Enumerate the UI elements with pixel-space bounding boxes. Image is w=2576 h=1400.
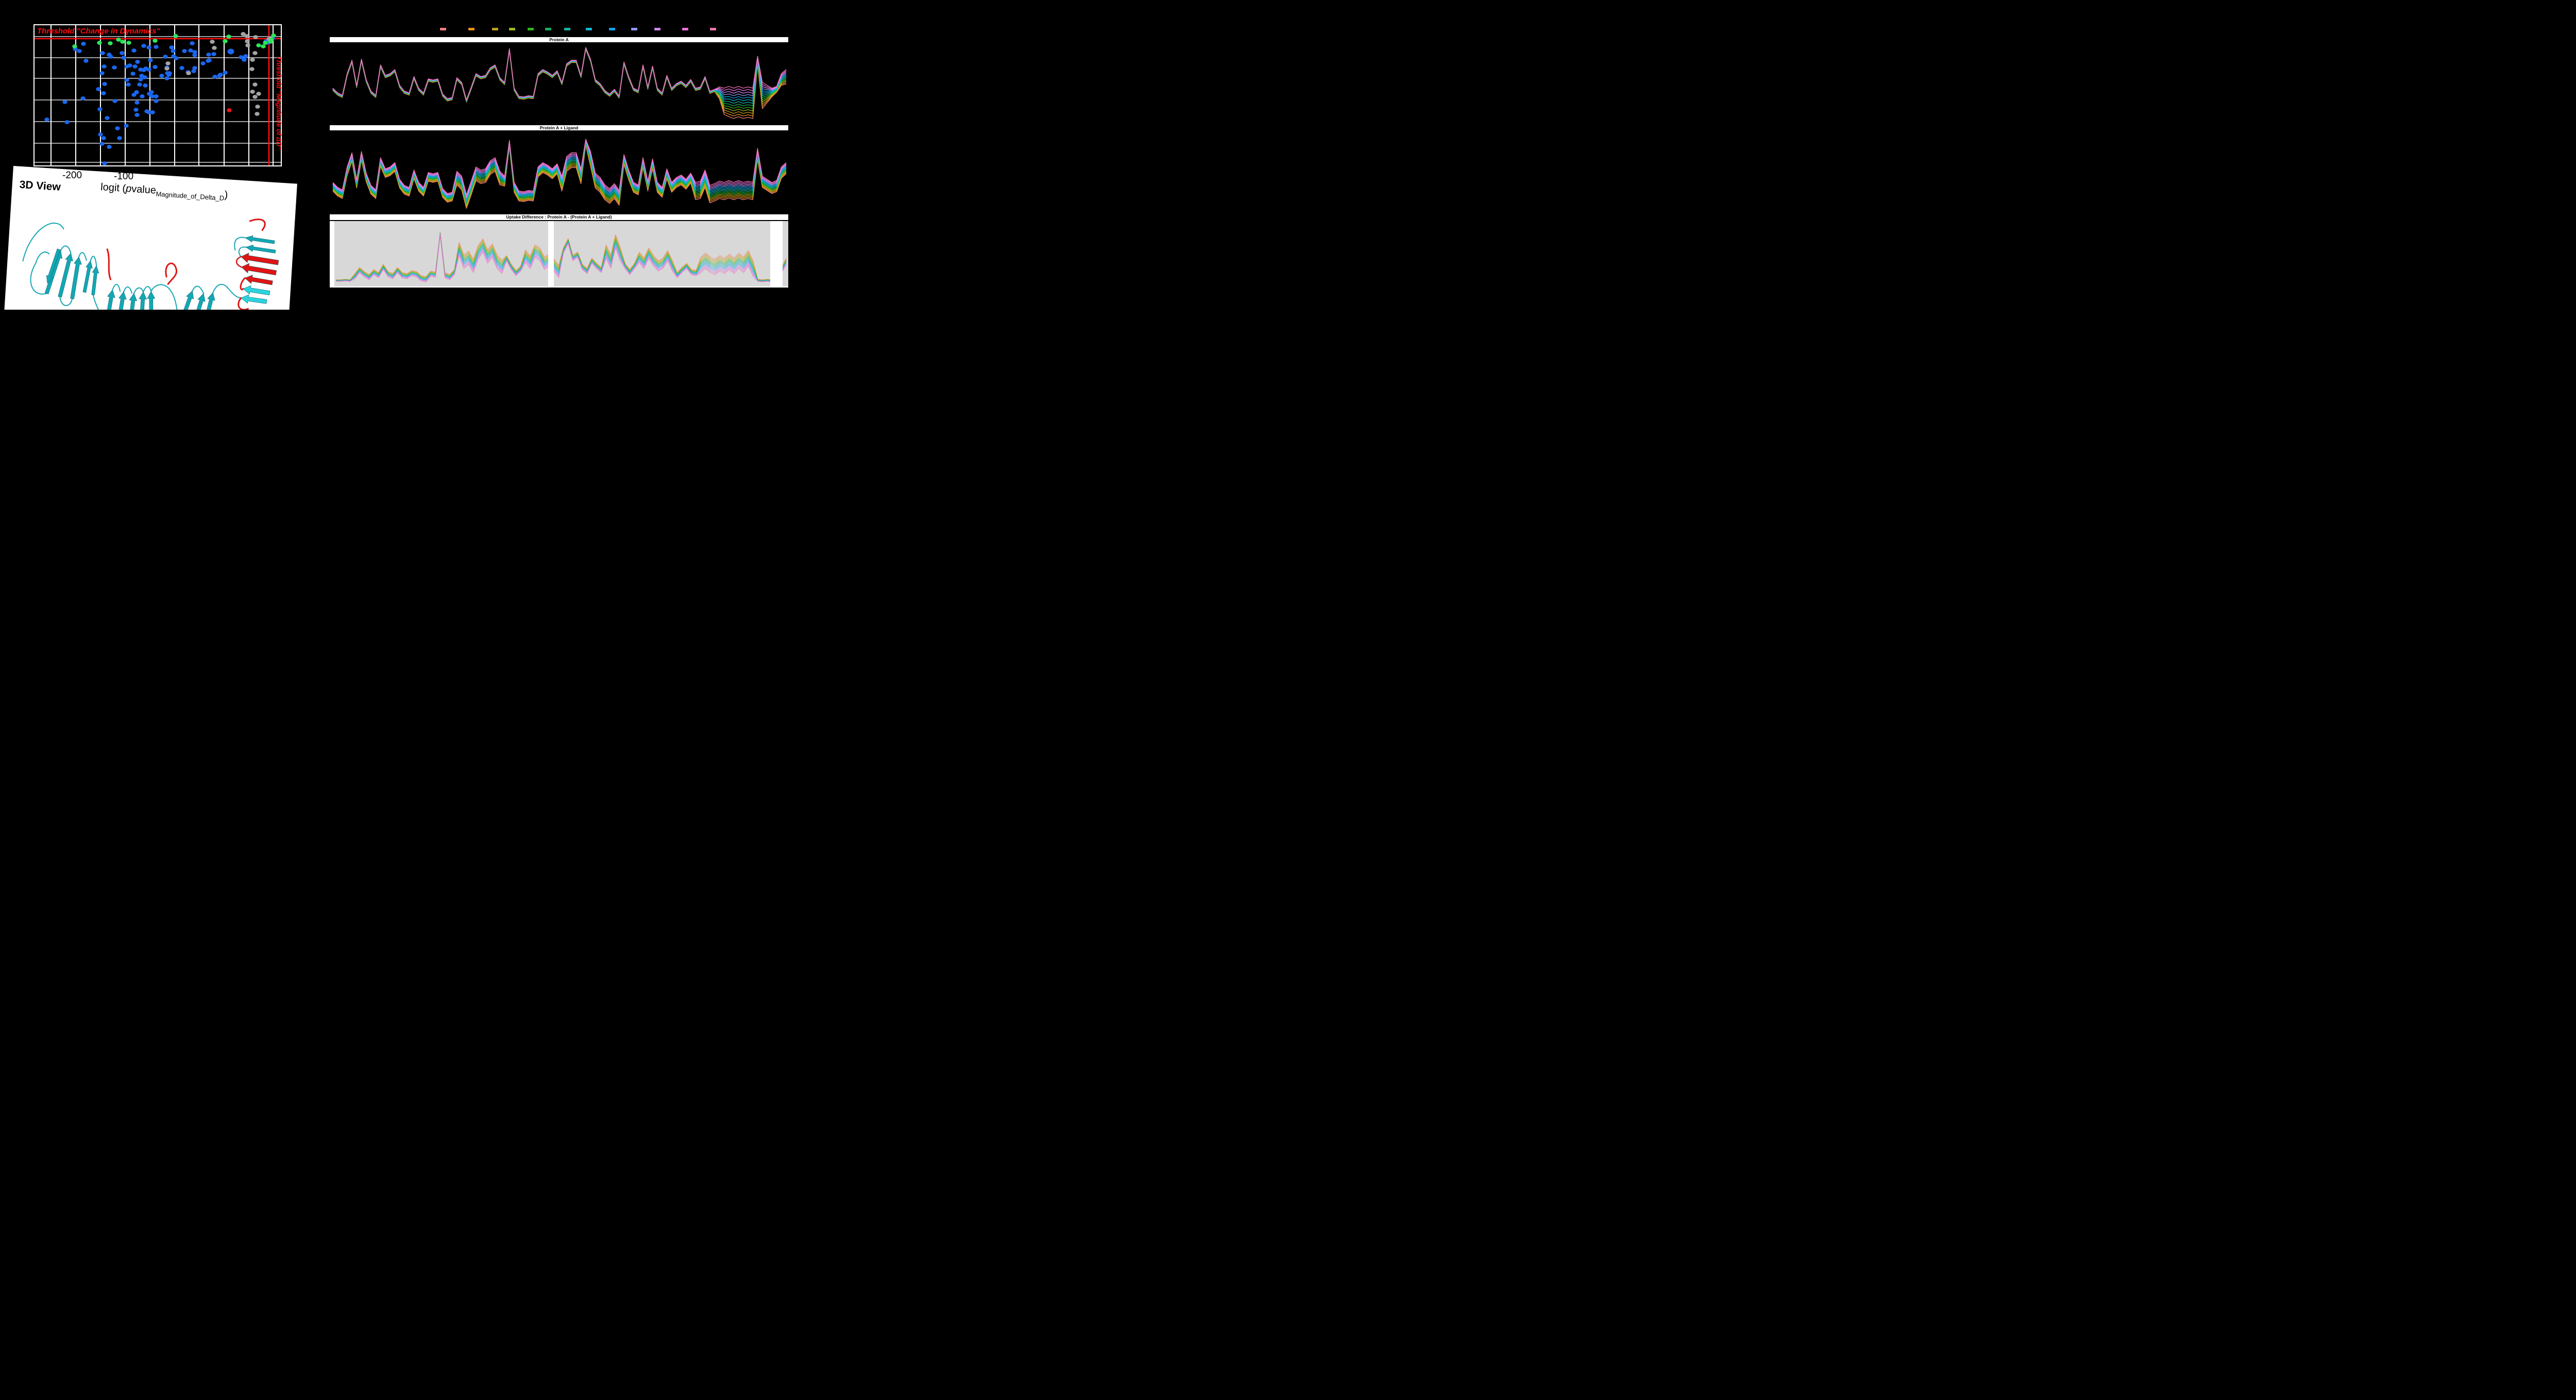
volcano-plot[interactable] bbox=[33, 24, 282, 166]
x-tick-minus-100: -100 bbox=[114, 171, 134, 182]
legend-swatch-timepoint-8[interactable] bbox=[586, 28, 592, 30]
legend-swatch-timepoint-10[interactable] bbox=[631, 28, 637, 30]
legend-swatch-timepoint-2[interactable] bbox=[468, 28, 474, 30]
panel-title-protein-a: Protein A bbox=[330, 37, 788, 42]
panel-title-uptake-difference: Uptake Difference : Protein A - (Protein… bbox=[330, 214, 788, 221]
threshold-magnitude-label: Threshold "Magnitude of ΔD" bbox=[275, 56, 283, 150]
timepoint-legend[interactable] bbox=[330, 26, 788, 33]
volcano-plot-canvas[interactable] bbox=[35, 25, 281, 165]
3d-view-title: 3D View bbox=[19, 178, 61, 193]
legend-swatch-timepoint-3[interactable] bbox=[492, 28, 498, 30]
legend-swatch-timepoint-9[interactable] bbox=[609, 28, 615, 30]
coverage-gap bbox=[770, 221, 783, 286]
legend-swatch-timepoint-1[interactable] bbox=[440, 28, 446, 30]
hdx-analysis-screen: 3D View Threshold "Change in Dynamics" T… bbox=[0, 0, 808, 310]
uptake-chart-protein-a-ligand[interactable] bbox=[330, 130, 788, 209]
uptake-difference-panel[interactable]: Uptake Difference : Protein A - (Protein… bbox=[330, 214, 788, 288]
legend-swatch-timepoint-5[interactable] bbox=[528, 28, 534, 30]
protein-ribbon-3d[interactable] bbox=[9, 196, 289, 310]
legend-swatch-timepoint-4[interactable] bbox=[509, 28, 515, 30]
legend-swatch-timepoint-12[interactable] bbox=[682, 28, 688, 30]
uptake-difference-canvas[interactable] bbox=[330, 214, 788, 288]
3d-view-card[interactable]: 3D View bbox=[4, 166, 297, 310]
coverage-gap bbox=[548, 221, 554, 286]
threshold-change-in-dynamics-label: Threshold "Change in Dynamics" bbox=[37, 27, 160, 36]
uptake-chart-protein-a[interactable] bbox=[330, 42, 788, 121]
legend-swatch-timepoint-7[interactable] bbox=[564, 28, 570, 30]
x-tick-minus-200: -200 bbox=[62, 170, 82, 181]
panel-title-protein-a-ligand: Protein A + Ligand bbox=[330, 125, 788, 130]
legend-swatch-timepoint-13[interactable] bbox=[710, 28, 716, 30]
legend-swatch-timepoint-11[interactable] bbox=[654, 28, 660, 30]
legend-swatch-timepoint-6[interactable] bbox=[545, 28, 551, 30]
